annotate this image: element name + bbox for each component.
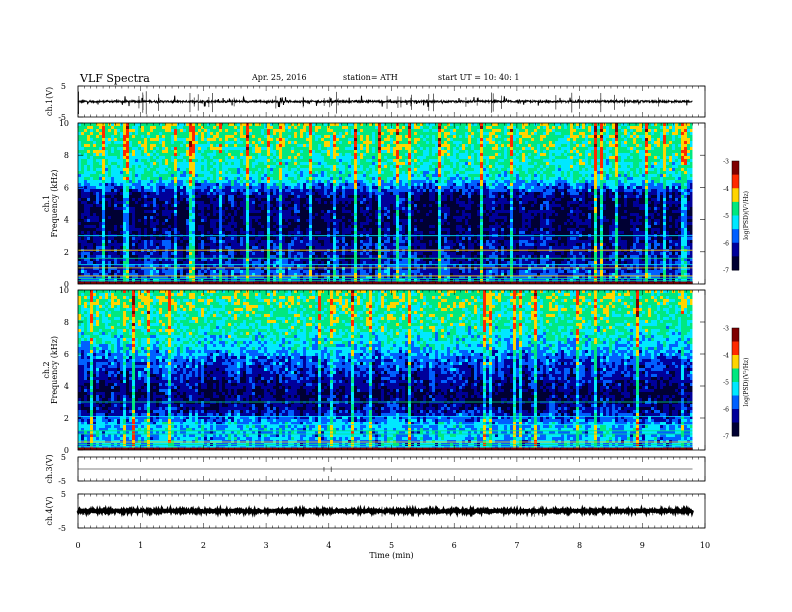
x-axis-label: Time (min) bbox=[369, 551, 413, 560]
ch2-spectrogram-ytick: 2 bbox=[64, 414, 69, 423]
x-tick-label: 3 bbox=[264, 541, 269, 550]
ch2-spectrogram-colorbar: -3 -4 -5 -6 -7 log(PSD)(V²/Hz) bbox=[723, 326, 750, 441]
ch1-spectrogram-ytick: 4 bbox=[64, 216, 69, 225]
ch1-voltage-ylabel: ch.1(V) bbox=[45, 87, 54, 116]
ch2-spectrogram-cbtick: -6 bbox=[723, 407, 729, 414]
x-tick-label: 0 bbox=[75, 541, 80, 550]
ch1-voltage-ytick: 5 bbox=[61, 82, 66, 91]
x-tick-label: 9 bbox=[640, 541, 645, 550]
x-tick-label: 6 bbox=[452, 541, 457, 550]
ch1-voltage-trace bbox=[78, 96, 693, 108]
ch1-spectrogram-cblabel: log(PSD)(V²/Hz) bbox=[743, 191, 750, 240]
ch3-voltage-ytick: -5 bbox=[58, 477, 66, 486]
ch1-spectrogram-ytick: 8 bbox=[64, 151, 69, 160]
ch4-voltage-ylabel: ch.4(V) bbox=[45, 496, 54, 525]
ch4-voltage-ytick: 5 bbox=[61, 490, 66, 499]
ch1-spectrogram-cbtick: -6 bbox=[723, 240, 729, 247]
ch3-voltage-ytick: 5 bbox=[61, 453, 66, 462]
x-tick-label: 10 bbox=[700, 541, 710, 550]
ch2-spectrogram-cbtick: -7 bbox=[723, 434, 729, 441]
ch1-spectrogram-ytick: 2 bbox=[64, 248, 69, 257]
ch1-spectrogram-ytick: 10 bbox=[59, 119, 69, 128]
ch1-spectrogram-cbtick: -5 bbox=[723, 213, 729, 220]
ch3-voltage-ylabel: ch.3(V) bbox=[45, 454, 54, 483]
ch2-spectrogram-cbtick: -4 bbox=[723, 353, 729, 360]
ch2-spectrogram-cbtick: -3 bbox=[723, 326, 729, 333]
ch4-voltage-trace bbox=[78, 510, 693, 512]
ch2-spectrogram-ytick: 8 bbox=[64, 318, 69, 327]
x-tick-label: 8 bbox=[577, 541, 582, 550]
ch2-spectrogram-ytick: 6 bbox=[64, 350, 69, 359]
ch1-spectrogram-ylabel-freq: Frequency (kHz) bbox=[50, 169, 59, 237]
x-tick-label: 1 bbox=[138, 541, 143, 550]
ch2-spectrogram-cblabel: log(PSD)(V²/Hz) bbox=[743, 358, 750, 407]
ch1-spectrogram-colorbar: -3 -4 -5 -6 -7 log(PSD)(V²/Hz) bbox=[723, 159, 750, 275]
x-tick-label: 5 bbox=[389, 541, 394, 550]
x-tick-label: 4 bbox=[326, 541, 331, 550]
vlf-figure: ch.1(V)5-50246810ch.1 Frequency (kHz)0246… bbox=[0, 0, 792, 612]
ch1-spectrogram-cbtick: -3 bbox=[723, 159, 729, 166]
x-tick-label: 2 bbox=[201, 541, 206, 550]
ch2-spectrogram-ytick: 10 bbox=[59, 286, 69, 295]
ch2-spectrogram-ylabel-freq: Frequency (kHz) bbox=[50, 336, 59, 404]
ch1-spectrogram-cbtick: -4 bbox=[723, 186, 729, 193]
ch1-spectrogram-ytick: 6 bbox=[64, 183, 69, 192]
ch2-spectrogram-cells bbox=[78, 290, 692, 450]
ch1-spectrogram-cells bbox=[78, 123, 692, 284]
ch4-voltage-ytick: -5 bbox=[58, 524, 66, 533]
ch1-spectrogram-cbtick: -7 bbox=[723, 268, 729, 275]
ch2-spectrogram-cbtick: -5 bbox=[723, 380, 729, 387]
x-tick-label: 7 bbox=[514, 541, 519, 550]
ch2-spectrogram-ytick: 4 bbox=[64, 382, 69, 391]
